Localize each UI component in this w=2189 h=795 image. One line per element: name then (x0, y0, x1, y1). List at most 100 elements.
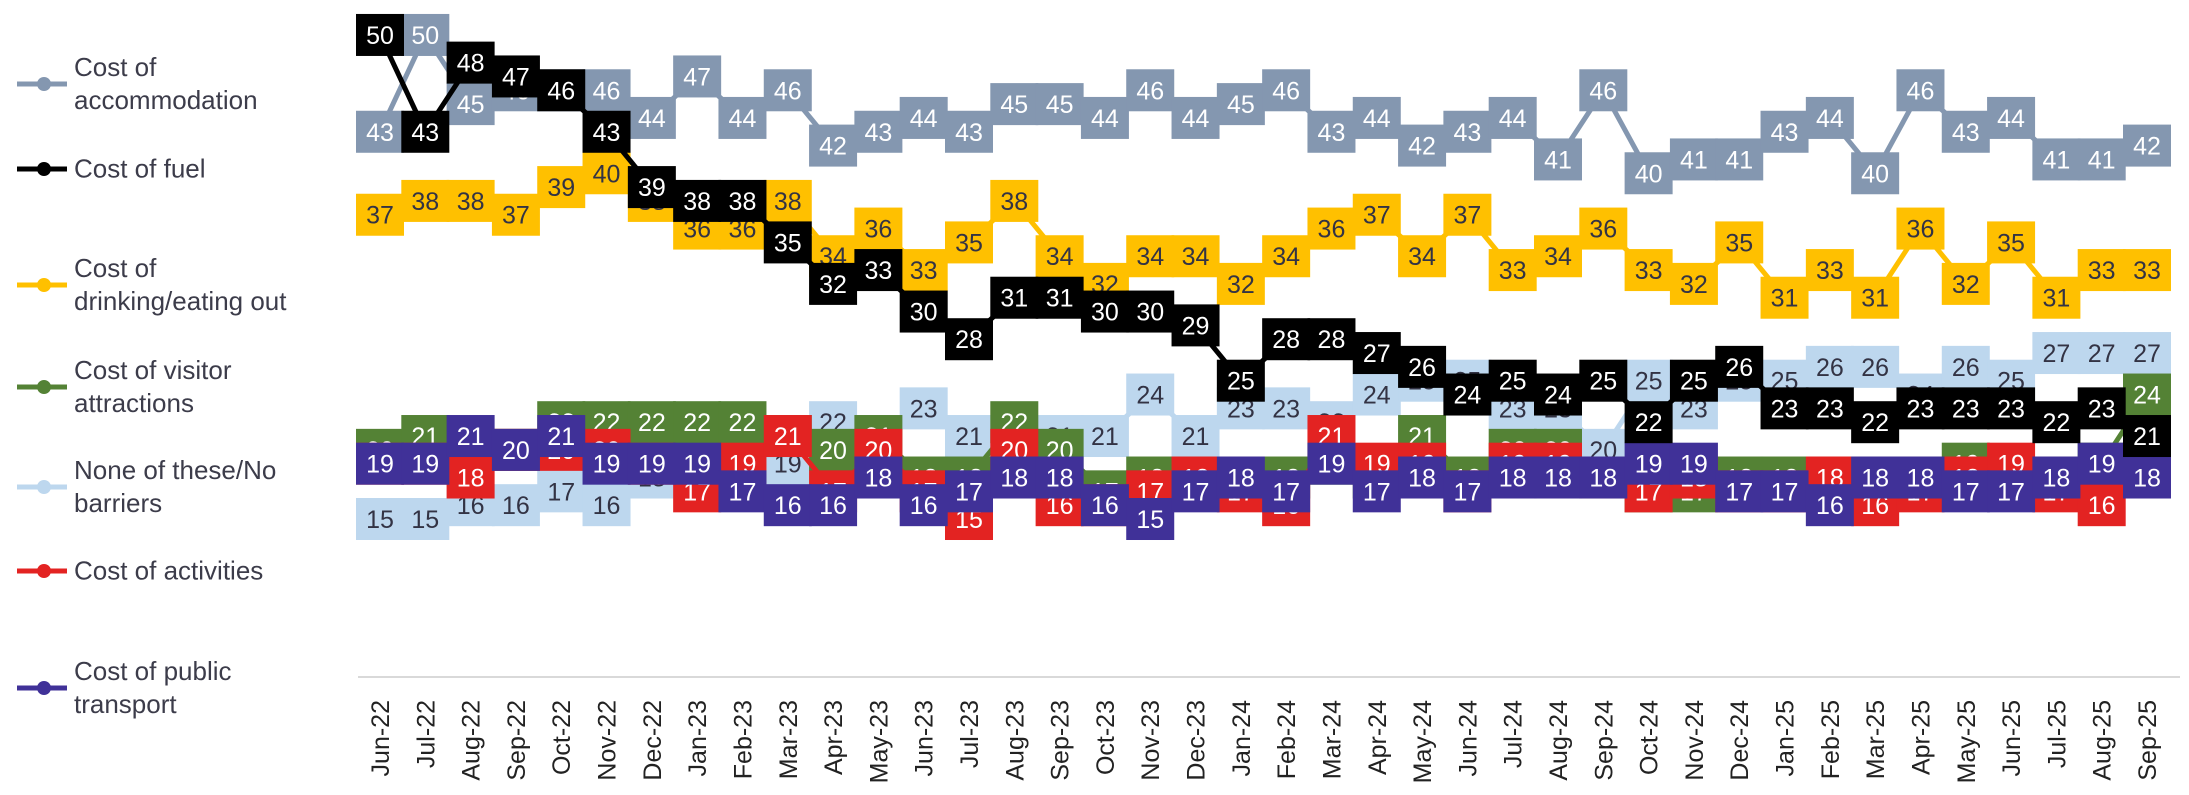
data-label-box (1080, 415, 1129, 458)
data-label-box (1171, 96, 1220, 139)
data-label: 27 (1363, 340, 1391, 368)
data-label-box (356, 498, 404, 541)
data-label-box (990, 276, 1039, 319)
x-tick-label: Feb-23 (729, 700, 757, 779)
data-label: 23 (2088, 395, 2116, 423)
data-label-box (446, 456, 495, 499)
data-label-box (582, 152, 631, 195)
legend-label: Cost of drinking/eating out (74, 253, 287, 316)
data-label-box (356, 193, 404, 236)
data-label: 30 (1136, 299, 1164, 327)
data-label: 44 (638, 105, 666, 133)
data-label-box (854, 110, 903, 153)
data-label: 44 (1182, 105, 1210, 133)
data-label-box (763, 69, 812, 112)
data-label-box (1579, 207, 1628, 250)
data-label: 21 (1091, 423, 1119, 451)
data-label-box (491, 484, 540, 527)
data-label-box (2077, 249, 2126, 292)
data-label-box (1216, 262, 1265, 305)
data-label: 16 (819, 492, 847, 520)
data-label: 44 (1499, 105, 1527, 133)
data-label-box (1398, 345, 1447, 388)
x-tick-label: Sep-22 (503, 700, 531, 781)
data-label: 43 (955, 119, 983, 147)
data-label-box (1669, 442, 1718, 485)
data-label: 46 (547, 77, 575, 105)
data-label: 20 (502, 437, 530, 465)
data-label-box (401, 13, 450, 56)
data-label-box (1669, 138, 1718, 181)
data-label: 44 (1091, 105, 1119, 133)
data-label: 16 (593, 492, 621, 520)
data-label: 43 (864, 119, 892, 147)
data-label-box (1851, 345, 1900, 388)
data-label: 19 (1318, 451, 1346, 479)
x-tick-label: Aug-23 (1001, 700, 1029, 781)
data-label: 16 (502, 492, 530, 520)
data-label: 30 (1091, 299, 1119, 327)
data-label: 17 (1363, 478, 1391, 506)
data-label: 19 (2088, 451, 2116, 479)
legend-dot (37, 380, 51, 394)
data-label: 25 (1499, 368, 1527, 396)
data-label-box (1669, 359, 1718, 402)
data-label-box (537, 166, 586, 209)
x-tick-label: Mar-23 (775, 700, 803, 779)
data-label-box (1941, 262, 1990, 305)
data-label: 43 (1453, 119, 1481, 147)
data-label: 44 (729, 105, 757, 133)
data-label-box (1851, 456, 1900, 499)
data-label: 33 (1499, 257, 1527, 285)
data-label-box (1171, 415, 1220, 458)
data-label-box (537, 69, 586, 112)
data-label: 23 (910, 395, 938, 423)
data-label: 21 (457, 423, 485, 451)
data-label: 46 (1589, 77, 1617, 105)
data-label: 16 (2088, 492, 2116, 520)
data-label: 34 (1136, 243, 1164, 271)
data-label-box (718, 401, 767, 444)
data-label: 34 (1182, 243, 1210, 271)
data-label-box (854, 249, 903, 292)
data-label: 40 (593, 160, 621, 188)
data-label-box (1352, 470, 1401, 513)
data-label: 36 (864, 216, 892, 244)
data-label-box (1035, 276, 1084, 319)
data-label: 43 (1318, 119, 1346, 147)
data-label: 43 (411, 119, 439, 147)
data-label-box (491, 55, 540, 98)
data-label-box (1941, 470, 1990, 513)
data-label-box (2077, 332, 2126, 375)
data-label: 28 (955, 326, 983, 354)
data-label-box (945, 470, 993, 513)
data-label: 21 (774, 423, 802, 451)
data-label: 17 (729, 478, 757, 506)
data-label-box (1624, 359, 1673, 402)
data-label-box (809, 484, 858, 527)
data-label: 26 (1861, 354, 1889, 382)
data-label: 26 (1952, 354, 1980, 382)
data-label-box (582, 484, 631, 527)
data-label: 37 (1453, 202, 1481, 230)
data-label: 31 (1861, 285, 1889, 313)
data-label: 46 (1272, 77, 1300, 105)
x-tick-label: May-23 (865, 700, 893, 783)
data-label-box (2123, 124, 2171, 167)
data-label: 46 (1907, 77, 1935, 105)
data-label-box (491, 428, 540, 471)
data-label-box (1715, 470, 1764, 513)
data-label-box (1805, 96, 1854, 139)
data-label-box (763, 221, 812, 264)
data-label-box (1262, 387, 1311, 430)
data-label: 17 (1182, 478, 1210, 506)
data-label: 44 (1997, 105, 2025, 133)
data-label: 18 (1499, 465, 1527, 493)
data-label: 19 (1680, 451, 1708, 479)
series: 50 43 48 47 46 43 39 38 38 35 32 33 30 28 31 31 30 30 29 25… (356, 13, 2171, 458)
data-label: 31 (1000, 285, 1028, 313)
legend-label: Cost of activities (74, 555, 264, 586)
data-label-box (582, 110, 631, 153)
x-tick-label: Feb-24 (1273, 700, 1301, 779)
